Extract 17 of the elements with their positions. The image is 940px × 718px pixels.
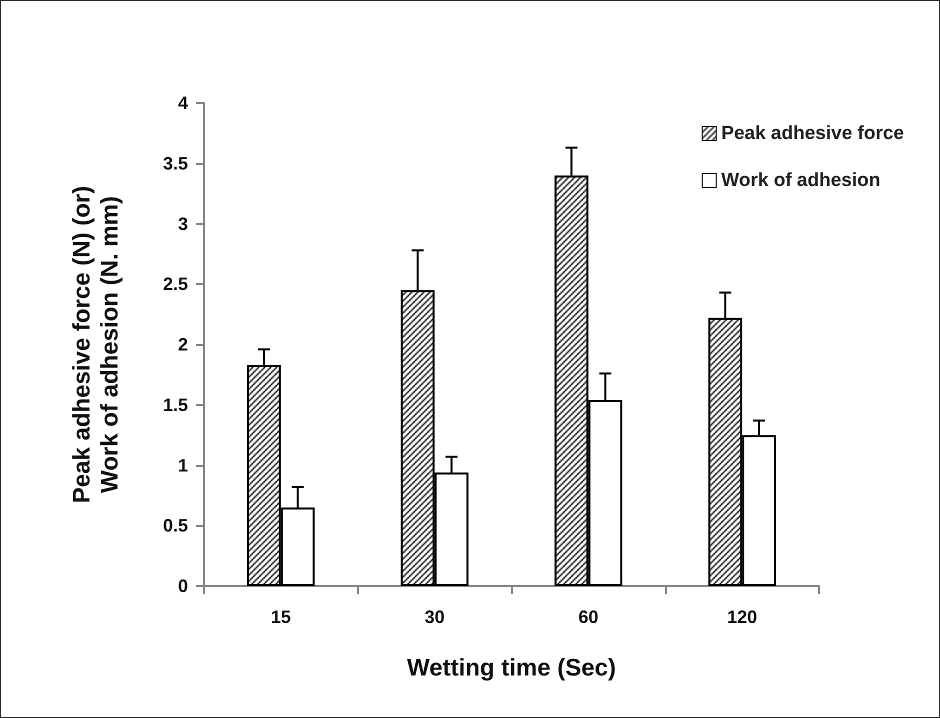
x-tick-label: 60: [578, 607, 598, 627]
y-tick-label: 2: [178, 334, 188, 354]
y-tick-label: 1: [178, 455, 188, 476]
x-tick-label: 30: [424, 607, 445, 627]
legend-label: Peak adhesive force: [721, 123, 904, 144]
x-axis-title: Wetting time (Sec): [407, 654, 616, 682]
y-tick-label: 0: [178, 576, 188, 596]
x-tick-label: 15: [270, 607, 291, 627]
y-axis-title: Peak adhesive force (N) (or) Work of adhesion (N. mm): [68, 186, 124, 504]
y-tick-label: 1.5: [162, 394, 188, 415]
y-tick-label: 3: [178, 214, 188, 234]
y-tick-label: 3.5: [162, 153, 188, 174]
y-tick-label: 0.5: [162, 516, 188, 536]
legend-label: Work of adhesion: [721, 170, 880, 191]
y-tick-label: 4: [178, 93, 188, 113]
x-tick-label: 120: [727, 607, 758, 627]
y-tick-label: 2.5: [162, 274, 188, 294]
